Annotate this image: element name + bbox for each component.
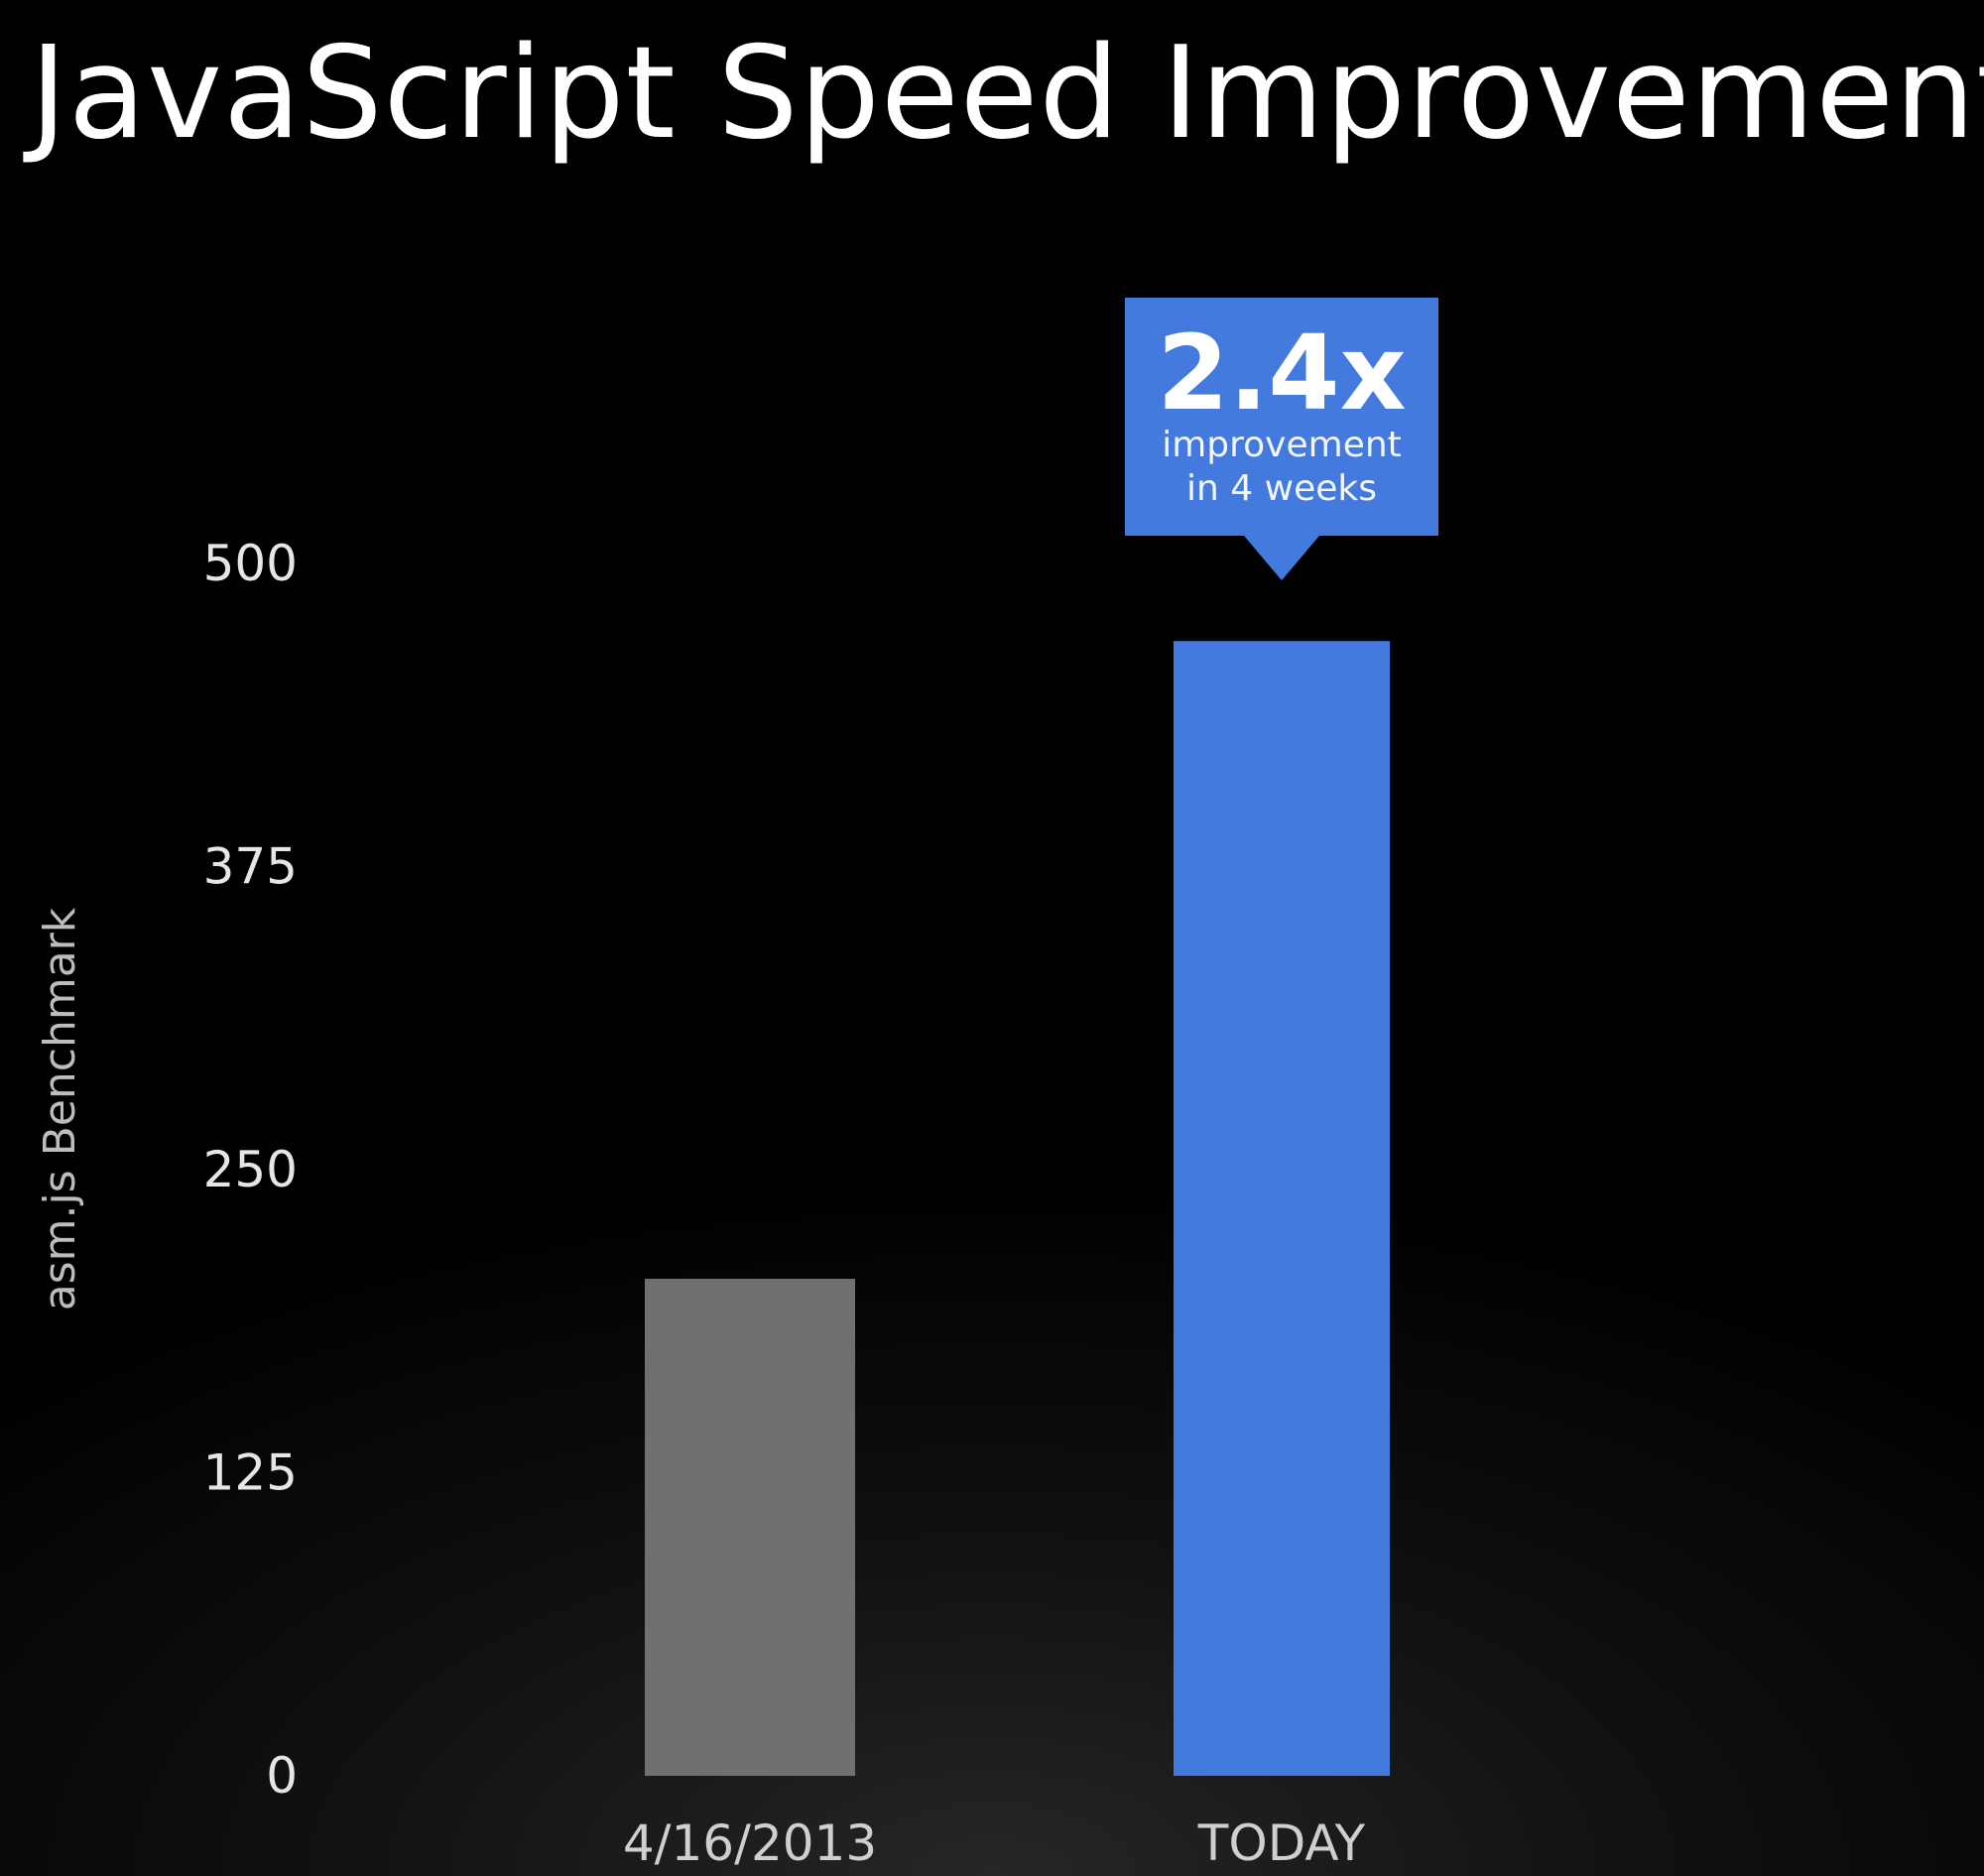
y-tick-label: 375 [203, 838, 298, 896]
bar-1 [1174, 641, 1390, 1776]
y-axis-ticks: 0 125 250 375 500 [203, 535, 298, 1805]
y-axis-label-group: asm.js Benchmark [35, 907, 85, 1311]
x-category-label: 4/16/2013 [623, 1814, 877, 1872]
improvement-callout: 2.4x improvement in 4 weeks [1125, 298, 1438, 580]
y-tick-label: 125 [203, 1444, 298, 1502]
callout-box [1125, 298, 1438, 580]
bars [645, 641, 1390, 1776]
y-tick-label: 500 [203, 535, 298, 592]
bar-0 [645, 1278, 855, 1776]
x-category-label: TODAY [1197, 1814, 1366, 1872]
x-axis-labels: 4/16/2013 TODAY [623, 1814, 1366, 1872]
y-tick-label: 250 [203, 1141, 298, 1198]
callout-line-2: in 4 weeks [1186, 468, 1377, 509]
y-axis-label: asm.js Benchmark [35, 907, 85, 1311]
chart-title: JavaScript Speed Improvements [30, 20, 1984, 168]
callout-line-1: improvement [1162, 425, 1402, 465]
y-tick-label: 0 [266, 1747, 298, 1805]
callout-headline: 2.4x [1157, 313, 1406, 434]
